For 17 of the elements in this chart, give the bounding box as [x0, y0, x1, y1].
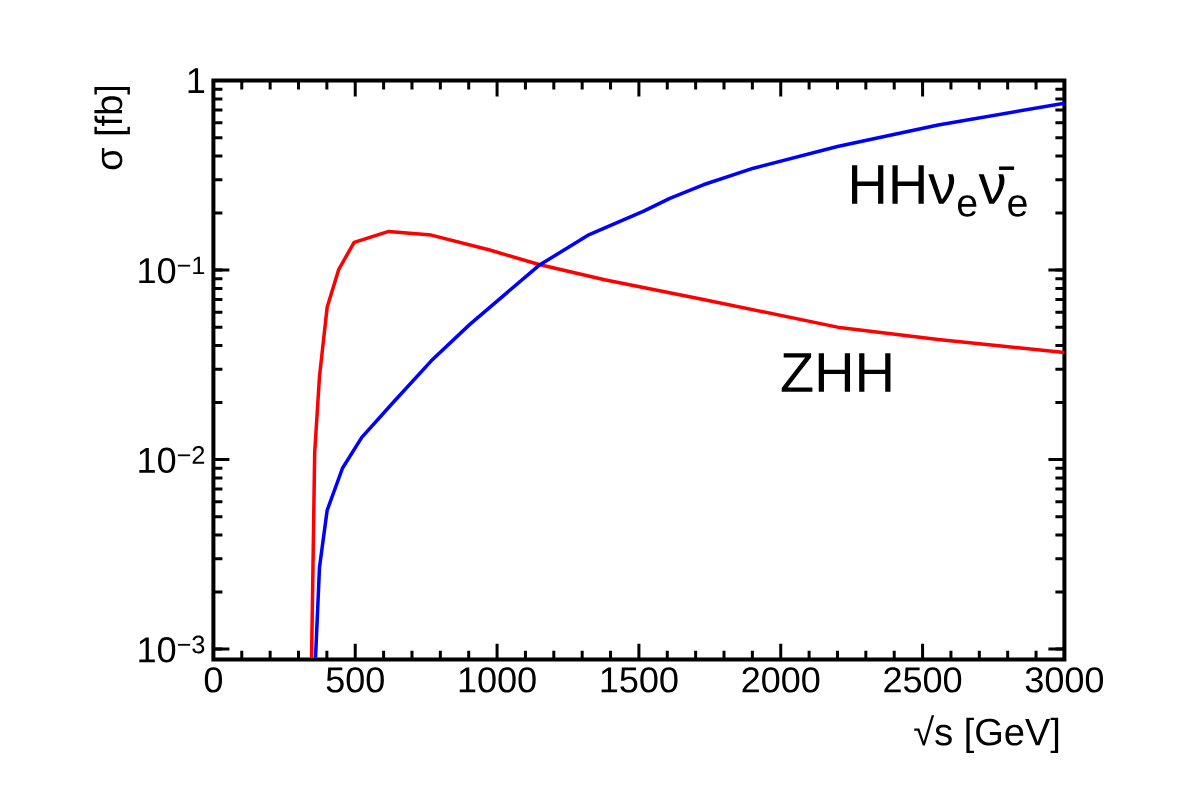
series-label: ZHH: [781, 353, 891, 392]
y-tick-label: 10$^{−1}$: [139, 256, 205, 284]
y-tick-label: 10$^{−2}$: [139, 446, 205, 474]
y-tick-label: 10$^{−3}$: [139, 635, 205, 663]
x-tick-label: 2500: [884, 667, 962, 693]
x-tick-label: 500: [326, 667, 384, 693]
line-series: [313, 101, 1067, 660]
series-label: HHν$_{e}$ν̄$_{e}$: [852, 165, 1027, 217]
x-tick-label: 1500: [601, 667, 678, 693]
y-axis-title: σ [fb]: [94, 86, 130, 170]
line-series: [309, 229, 1067, 660]
x-tick-label: 1000: [459, 667, 536, 693]
x-tick-label: 0: [204, 667, 223, 693]
x-tick-label: 2000: [742, 667, 820, 693]
x-axis-title: √s [GeV]: [914, 715, 1059, 754]
y-tick-label: 1: [188, 68, 205, 93]
x-tick-label: 3000: [1025, 667, 1104, 693]
